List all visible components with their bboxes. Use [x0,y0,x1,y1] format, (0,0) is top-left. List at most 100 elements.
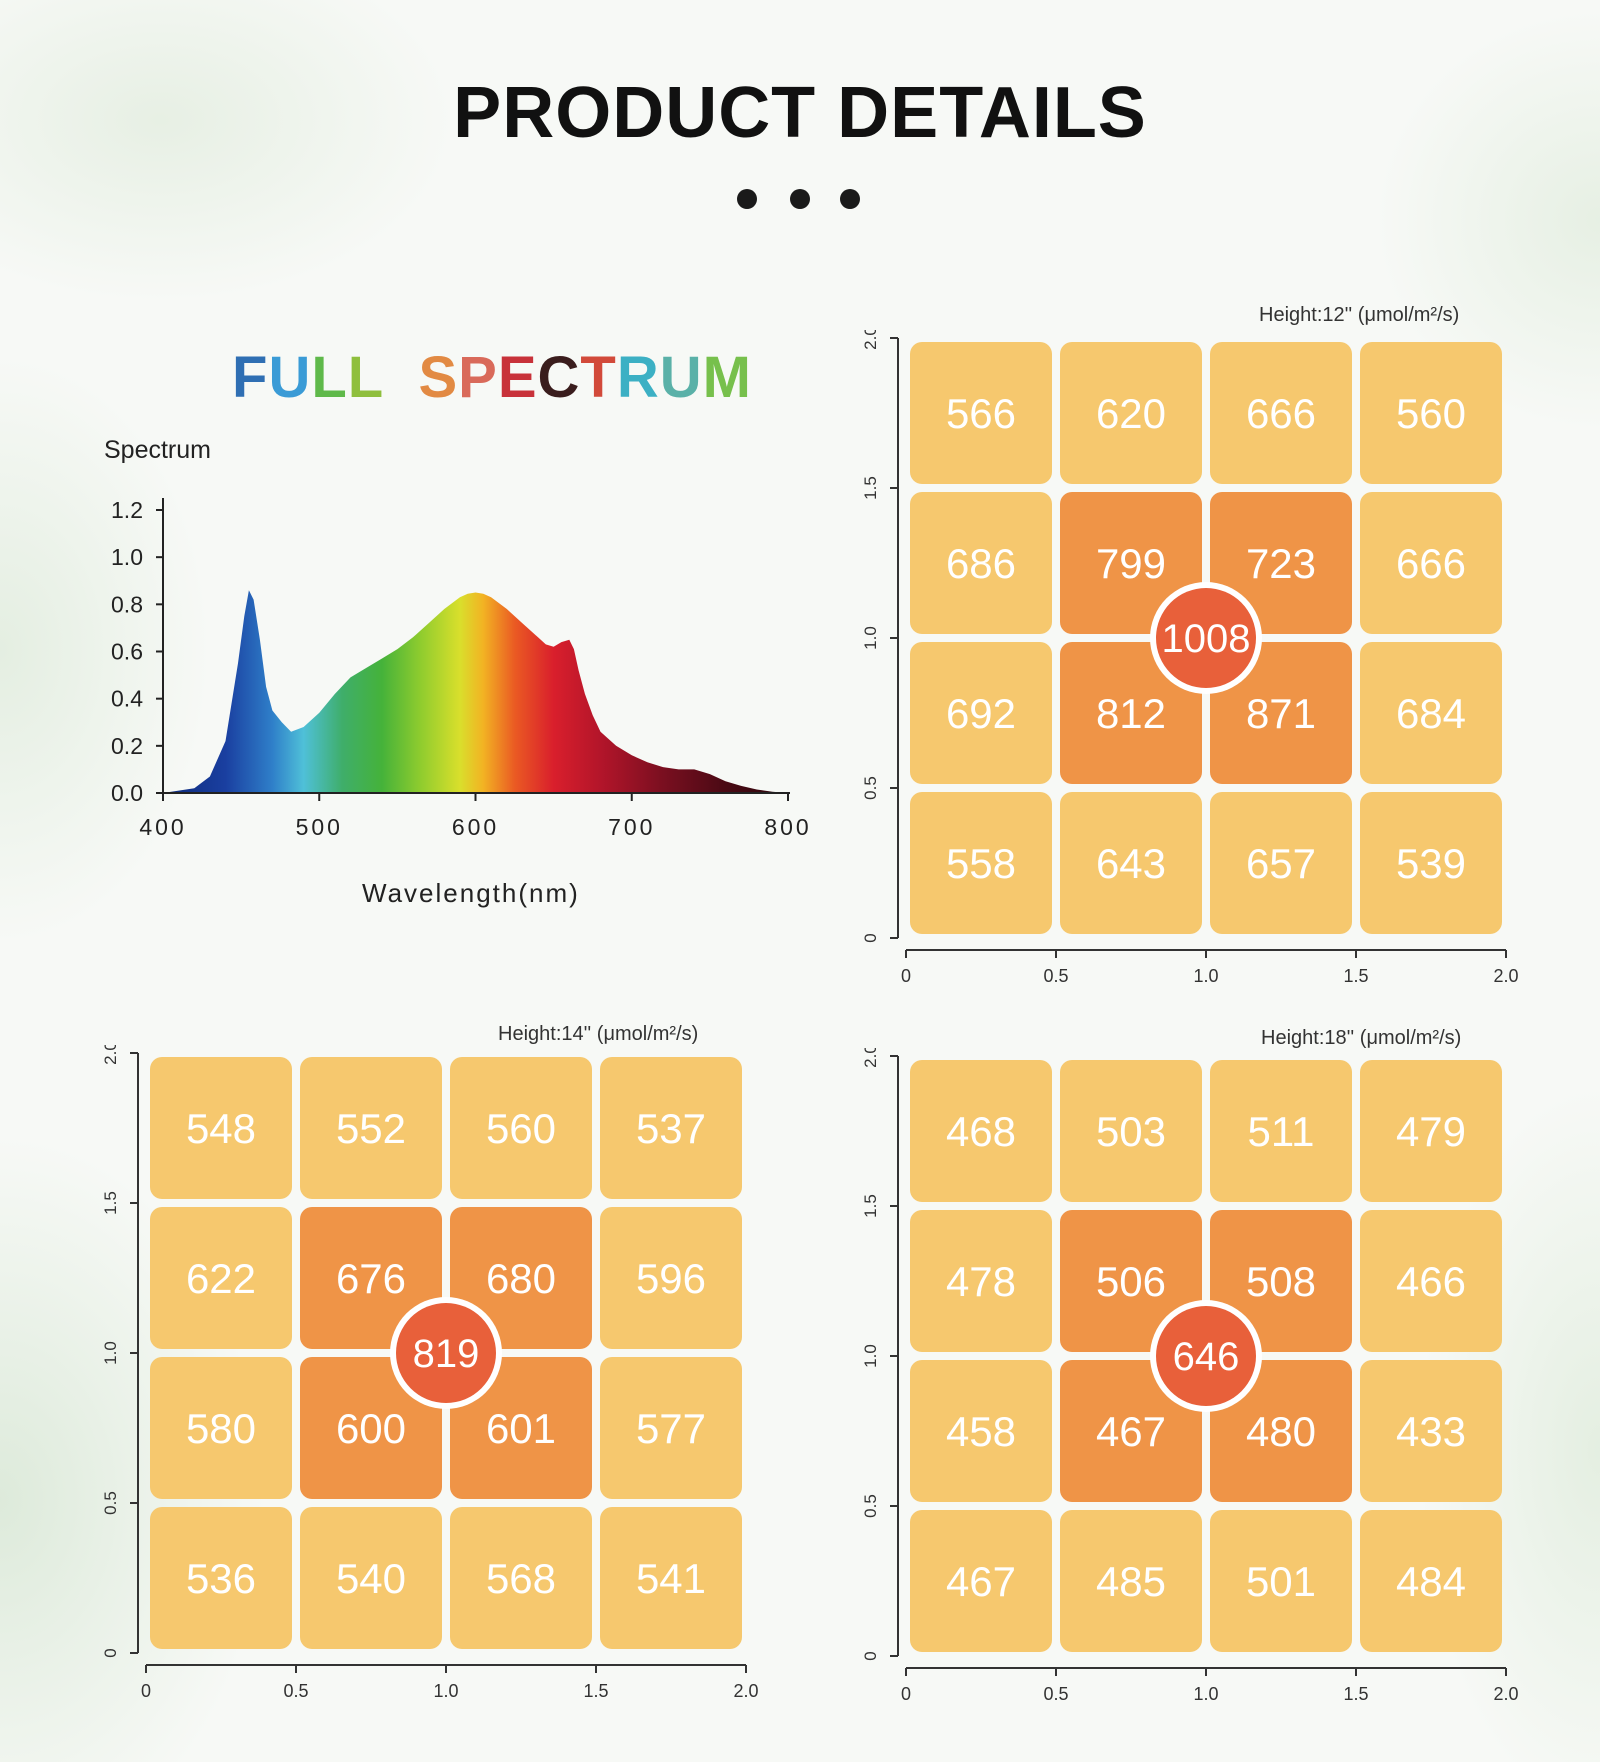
heatmap-cell [1060,1060,1202,1202]
spectrum-title-letter: F [232,345,269,410]
heatmap-cell-value: 478 [946,1258,1016,1305]
pagination-dot[interactable] [840,189,860,209]
heatmap-x-tick-label: 1.5 [1343,966,1368,986]
heatmap-y-tick-label: 1.0 [861,1344,880,1368]
heatmap-chart-12: 0 0.5 1.0 1.5 2.0 0 0.5 1.0 1.5 2.0 566 620 666 560 68… [861,330,1519,986]
heatmap-cell [1360,642,1502,784]
heatmap-cell-value: 466 [1396,1258,1466,1305]
heatmap-cell [1360,1210,1502,1352]
heatmap-y-tick-label: 1.5 [861,1194,880,1218]
heatmap-cell-value: 537 [636,1105,706,1152]
heatmap-cell [450,1057,592,1199]
heatmap-cell-value: 692 [946,690,1016,737]
spectrum-xlabel: Wavelength(nm) [362,878,580,908]
heatmap-cell-value: 723 [1246,540,1316,587]
heatmap-cell-value: 580 [186,1405,256,1452]
spectrum-title: FULL SPECTRUM [232,344,752,411]
heatmap-y-tick-label: 2.0 [861,330,880,350]
heatmap-title-18: Height:18'' (μmol/m²/s) [1261,1027,1462,1049]
heatmap-cell [450,1507,592,1649]
heatmap-cell [910,492,1052,634]
heatmap-chart-14: 0 0.5 1.0 1.5 2.0 0 0.5 1.0 1.5 2.0 548 552 560 537 62… [101,1045,759,1701]
heatmap-cell-value: 657 [1246,840,1316,887]
spectrum-x-tick-label: 800 [764,814,811,840]
heatmap-cell-value: 684 [1396,690,1466,737]
heatmap-cell-value: 676 [336,1255,406,1302]
heatmap-cell-value: 666 [1396,540,1466,587]
heatmap-x-tick-label: 0.5 [1043,1684,1068,1704]
heatmap-cell [150,1357,292,1499]
heatmap-x-tick-label: 0.5 [283,1681,308,1701]
spectrum-title-letter [384,345,401,410]
heatmap-x-tick-label: 0 [141,1681,151,1701]
heatmap-x-tick-label: 1.5 [1343,1684,1368,1704]
heatmap-cell-value: 643 [1096,840,1166,887]
heatmap-cell [600,1507,742,1649]
heatmap-center-circle [1156,588,1256,688]
heatmap-cell-value: 600 [336,1405,406,1452]
heatmap-x-tick-label: 1.0 [433,1681,458,1701]
spectrum-x-tick-label: 600 [452,814,499,840]
heatmap-y-tick-label: 0.5 [861,776,880,800]
heatmap-y-tick-label: 0.5 [861,1494,880,1518]
heatmap-x-tick-label: 0.5 [1043,966,1068,986]
heatmap-cell [150,1057,292,1199]
heatmap-cell [600,1357,742,1499]
spectrum-title-letter: U [659,345,703,410]
heatmap-cell [910,642,1052,784]
spectrum-chart: 0.0 0.2 0.4 0.6 0.8 1.0 1.2 400 500 600 700 800 [111,497,811,840]
spectrum-title-letter [401,345,418,410]
heatmap-cell-value: 536 [186,1555,256,1602]
heatmap-center-value: 1008 [1162,617,1251,661]
heatmap-cell [1060,792,1202,934]
heatmap-x-tick-label: 2.0 [1493,966,1518,986]
heatmap-x-tick-label: 0 [901,966,911,986]
heatmap-cell-value: 503 [1096,1108,1166,1155]
heatmap-cell [150,1507,292,1649]
heatmap-cell-value: 548 [186,1105,256,1152]
heatmap-title-14: Height:14'' (μmol/m²/s) [498,1023,699,1045]
spectrum-x-tick-label: 700 [608,814,655,840]
heatmap-cell [910,792,1052,934]
heatmap-center-circle [396,1303,496,1403]
heatmap-cell-value: 596 [636,1255,706,1302]
heatmap-x-tick-label: 2.0 [733,1681,758,1701]
heatmap-cell [1060,1510,1202,1652]
spectrum-title-letter: L [311,345,348,410]
spectrum-y-tick-label: 1.2 [111,497,143,523]
spectrum-x-tick-label: 400 [139,814,186,840]
spectrum-title-letter: L [347,345,385,410]
heatmap-cell-value: 484 [1396,1558,1466,1605]
heatmap-cell-value: 620 [1096,390,1166,437]
pagination-dot[interactable] [790,189,810,209]
heatmap-cell-value: 467 [946,1558,1016,1605]
heatmap-y-tick-label: 0 [101,1648,120,1657]
heatmap-cell [1360,1060,1502,1202]
spectrum-title-letter: C [537,345,581,410]
heatmap-cell [910,1510,1052,1652]
heatmap-cell-value: 680 [486,1255,556,1302]
heatmap-cell-value: 468 [946,1108,1016,1155]
heatmap-y-tick-label: 1.5 [101,1191,120,1215]
heatmap-cell-value: 485 [1096,1558,1166,1605]
heatmap-cell [1360,792,1502,934]
heatmap-cell-value: 539 [1396,840,1466,887]
heatmap-cell-value: 511 [1248,1108,1315,1155]
heatmap-cell [1210,792,1352,934]
heatmap-cell-value: 508 [1246,1258,1316,1305]
pagination-dot[interactable] [737,189,757,209]
heatmap-y-tick-label: 0 [861,1651,880,1660]
heatmap-cell [1360,1360,1502,1502]
spectrum-title-letter: U [268,345,312,410]
spectrum-title-letter: S [418,345,459,410]
heatmap-x-tick-label: 1.0 [1193,1684,1218,1704]
spectrum-x-tick-label: 500 [296,814,343,840]
heatmap-cell [1210,1510,1352,1652]
heatmap-cell [150,1207,292,1349]
spectrum-y-tick-label: 0.4 [111,686,143,712]
heatmap-cell [910,1060,1052,1202]
heatmap-cell [600,1057,742,1199]
heatmap-cell-value: 506 [1096,1258,1166,1305]
heatmap-cell-value: 480 [1246,1408,1316,1455]
heatmap-chart-18: 0 0.5 1.0 1.5 2.0 0 0.5 1.0 1.5 2.0 468 503 511 479 47… [861,1048,1519,1704]
